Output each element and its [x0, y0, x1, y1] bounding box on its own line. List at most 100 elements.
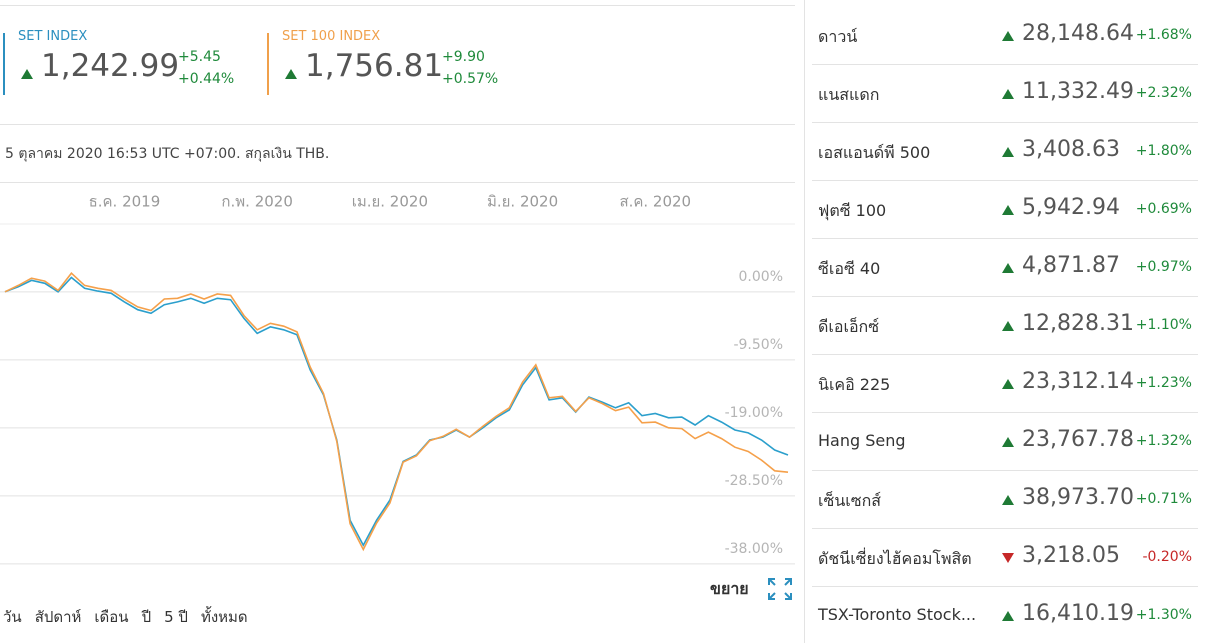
- arrow-shape: [1002, 263, 1014, 273]
- y-tick-label: -19.00%: [725, 405, 783, 421]
- market-change: +0.97%: [1135, 259, 1192, 275]
- market-name[interactable]: ดาวน์: [818, 27, 858, 46]
- market-change: +1.23%: [1135, 375, 1192, 391]
- up-arrow: [285, 69, 297, 79]
- arrow-shape: [1002, 437, 1014, 447]
- x-tick-label: ธ.ค. 2019: [89, 193, 161, 211]
- range-option[interactable]: วัน: [3, 608, 22, 626]
- arrow-shape: [1002, 31, 1014, 41]
- row-divider: [812, 354, 1198, 355]
- index-accent: [267, 33, 269, 95]
- market-name[interactable]: ดัชนีเซี่ยงไฮ้คอมโพสิต: [818, 549, 972, 568]
- range-option[interactable]: ปี: [141, 608, 152, 626]
- arrow-shape: [1002, 205, 1014, 215]
- market-change: +1.30%: [1135, 607, 1192, 623]
- range-option[interactable]: 5 ปี: [164, 608, 188, 626]
- arrow-shape: [1002, 611, 1014, 621]
- market-value: 23,312.14: [1022, 369, 1134, 394]
- arrow-shape: [285, 69, 297, 79]
- price-line: [4, 272, 789, 552]
- range-selector: วัน สัปดาห์ เดือน ปี 5 ปี ทั้งหมด: [3, 605, 261, 629]
- market-name[interactable]: เอสแอนด์พี 500: [818, 143, 931, 162]
- index-change-pct: +0.57%: [442, 71, 499, 87]
- arrow-shape: [1002, 321, 1014, 331]
- row-divider: [812, 470, 1198, 471]
- market-name[interactable]: แนสแดก: [818, 85, 880, 104]
- range-option[interactable]: ทั้งหมด: [200, 608, 248, 626]
- up-arrow: [21, 69, 33, 79]
- market-value: 3,218.05: [1022, 543, 1120, 568]
- row-divider: [812, 238, 1198, 239]
- up-arrow: [1002, 495, 1014, 505]
- index-change-pct: +0.44%: [178, 71, 235, 87]
- market-change: +0.71%: [1135, 491, 1192, 507]
- row-divider: [812, 586, 1198, 587]
- panel-divider: [804, 0, 805, 643]
- market-value: 11,332.49: [1022, 79, 1134, 104]
- up-arrow: [1002, 147, 1014, 157]
- row-divider: [812, 296, 1198, 297]
- market-change: +1.32%: [1135, 433, 1192, 449]
- market-change: +1.10%: [1135, 317, 1192, 333]
- market-change: +0.69%: [1135, 201, 1192, 217]
- up-arrow: [1002, 31, 1014, 41]
- up-arrow: [1002, 321, 1014, 331]
- market-name[interactable]: ฟุตซี 100: [818, 201, 887, 220]
- row-divider: [812, 122, 1198, 123]
- market-name[interactable]: เซ็นเซกส์: [818, 491, 882, 510]
- market-value: 38,973.70: [1022, 485, 1134, 510]
- index-name: SET 100 INDEX: [282, 29, 381, 44]
- market-change: +1.80%: [1135, 143, 1192, 159]
- market-value: 3,408.63: [1022, 137, 1120, 162]
- market-value: 28,148.64: [1022, 21, 1134, 46]
- x-tick-label: เม.ย. 2020: [352, 193, 428, 211]
- chart: 0.00% -9.50% -19.00% -28.50% -38.00% ธ.ค. 201…: [0, 193, 795, 565]
- up-arrow: [1002, 89, 1014, 99]
- expand-icon[interactable]: [767, 577, 793, 601]
- arrow-shape: [1002, 495, 1014, 505]
- x-tick-label: มิ.ย. 2020: [487, 193, 558, 211]
- up-arrow: [1002, 379, 1014, 389]
- x-tick-label: ส.ค. 2020: [619, 193, 691, 211]
- expand-button[interactable]: ขยาย: [710, 579, 749, 598]
- market-name[interactable]: นิเคอิ 225: [818, 375, 891, 394]
- up-arrow: [1002, 205, 1014, 215]
- divider: [0, 124, 795, 125]
- up-arrow: [1002, 263, 1014, 273]
- market-name[interactable]: Hang Seng: [818, 431, 906, 450]
- range-option[interactable]: สัปดาห์: [34, 608, 82, 626]
- divider: [0, 182, 795, 183]
- row-divider: [812, 180, 1198, 181]
- divider: [0, 5, 795, 6]
- y-tick-label: -9.50%: [733, 337, 783, 353]
- arrow-shape: [21, 69, 33, 79]
- arrow-shape: [1002, 553, 1014, 563]
- market-name[interactable]: ซีเอซี 40: [818, 259, 881, 278]
- up-arrow: [1002, 437, 1014, 447]
- arrow-shape: [1002, 379, 1014, 389]
- row-divider: [812, 528, 1198, 529]
- market-value: 4,871.87: [1022, 253, 1120, 278]
- index-change: +5.45: [178, 49, 221, 65]
- index-accent: [3, 33, 5, 95]
- market-change: -0.20%: [1142, 549, 1192, 565]
- market-value: 5,942.94: [1022, 195, 1120, 220]
- index-value: 1,242.99: [41, 48, 180, 84]
- row-divider: [812, 64, 1198, 65]
- index-value: 1,756.81: [305, 48, 444, 84]
- y-tick-label: 0.00%: [739, 269, 783, 285]
- market-name[interactable]: TSX-Toronto Stock...: [818, 605, 977, 624]
- index-name: SET INDEX: [18, 29, 88, 44]
- market-value: 23,767.78: [1022, 427, 1134, 452]
- arrow-shape: [1002, 89, 1014, 99]
- y-tick-label: -28.50%: [725, 473, 783, 489]
- arrow-shape: [1002, 147, 1014, 157]
- range-option[interactable]: เดือน: [94, 608, 129, 626]
- market-change: +1.68%: [1135, 27, 1192, 43]
- market-name[interactable]: ดีเอเอ็กซ์: [818, 317, 880, 336]
- row-divider: [812, 412, 1198, 413]
- price-line: [4, 276, 789, 547]
- market-value: 12,828.31: [1022, 311, 1134, 336]
- timestamp: 5 ตุลาคม 2020 16:53 UTC +07:00. สกุลเงิน…: [5, 146, 330, 162]
